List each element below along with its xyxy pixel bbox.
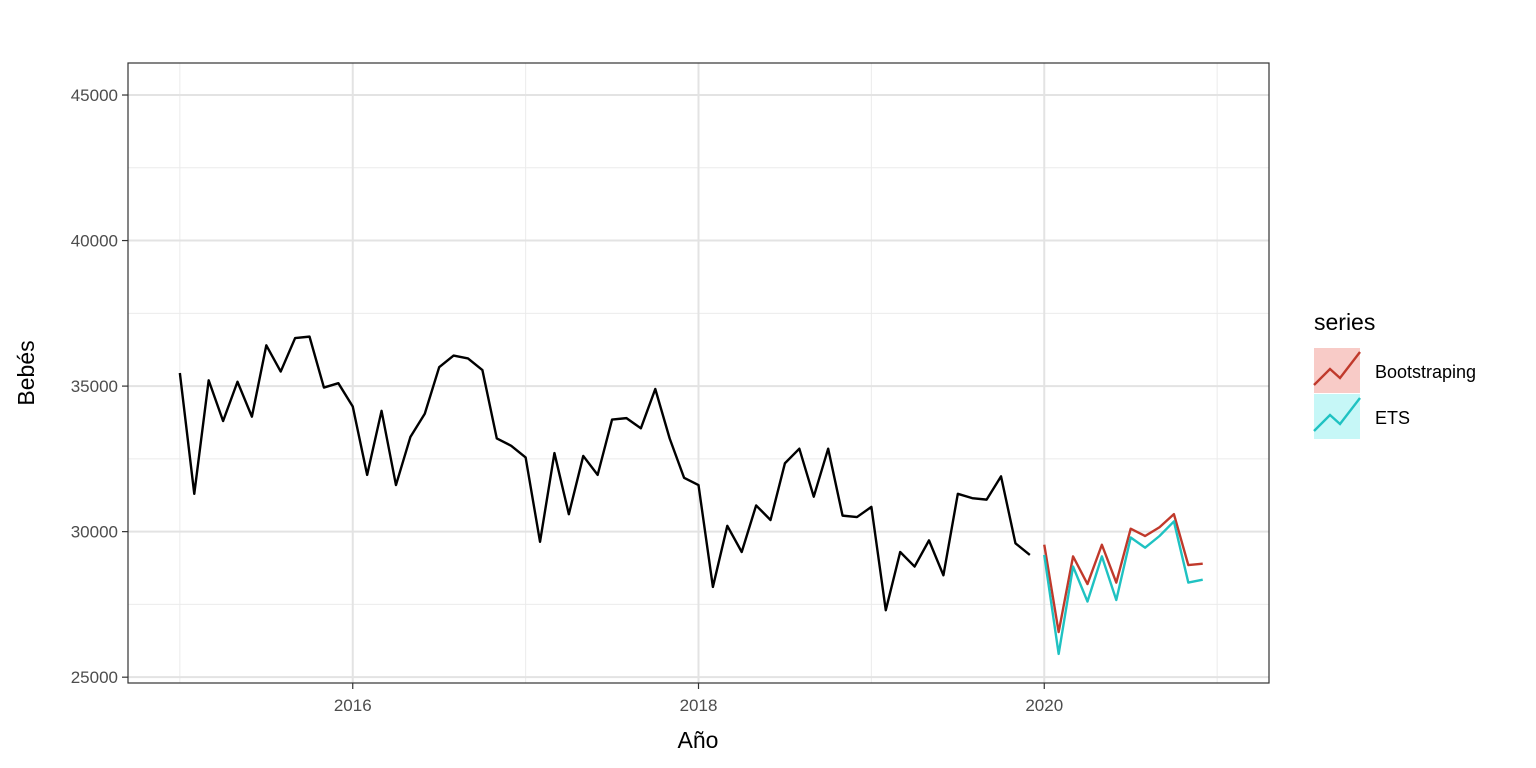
x-axis-title: Año	[678, 727, 719, 753]
bootstraping-series-line	[1043, 512, 1203, 634]
y-tick-label: 45000	[71, 86, 118, 105]
legend-key-background	[1314, 394, 1360, 439]
major-gridlines	[128, 63, 1269, 683]
x-tick-label: 2016	[334, 696, 372, 715]
legend-label: Bootstraping	[1375, 362, 1476, 382]
y-tick-label: 40000	[71, 232, 118, 251]
historical-series-line	[178, 335, 1031, 612]
x-tick-label: 2018	[680, 696, 718, 715]
legend-key-background	[1314, 348, 1360, 393]
legend: series Bootstraping ETS	[1313, 309, 1476, 439]
series-lines	[178, 335, 1203, 656]
legend-title: series	[1314, 309, 1375, 335]
y-axis: 25000 30000 35000 40000 45000	[71, 86, 128, 687]
ets-series-line	[1043, 520, 1203, 656]
legend-key-line	[1313, 351, 1361, 386]
y-axis-title: Bebés	[13, 340, 39, 405]
y-tick-label: 25000	[71, 668, 118, 687]
legend-label: ETS	[1375, 408, 1410, 428]
legend-key-line	[1313, 397, 1361, 432]
y-tick-label: 30000	[71, 523, 118, 542]
x-axis: 2016 2018 2020	[334, 683, 1063, 715]
y-tick-label: 35000	[71, 377, 118, 396]
x-tick-label: 2020	[1025, 696, 1063, 715]
